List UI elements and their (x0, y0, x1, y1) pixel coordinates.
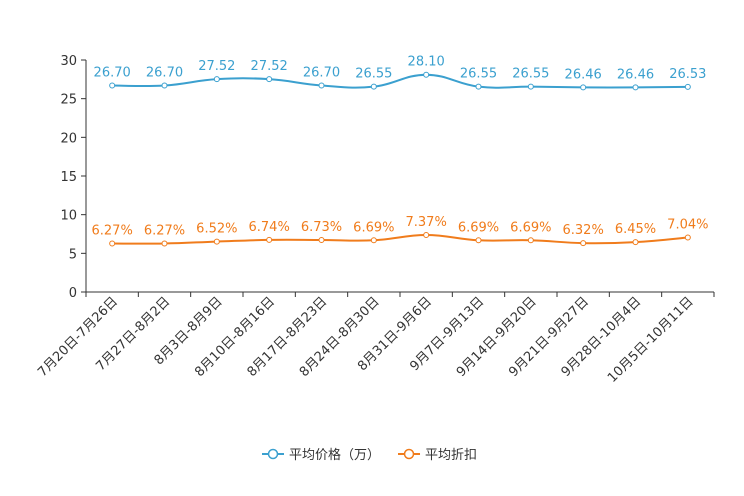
data-label: 26.70 (146, 66, 183, 81)
data-label: 7.04% (667, 218, 708, 233)
y-tick-label: 10 (60, 209, 77, 224)
y-tick-label: 25 (60, 93, 77, 108)
legend-item-2[interactable]: 平均折扣 (398, 448, 477, 463)
data-label: 6.69% (458, 220, 499, 235)
data-point (266, 76, 273, 83)
data-point (527, 237, 534, 244)
data-label: 6.52% (196, 222, 237, 237)
data-point (475, 237, 482, 244)
data-label: 26.70 (94, 66, 131, 81)
legend-swatch-marker (403, 448, 415, 460)
data-point (423, 71, 430, 78)
data-label: 26.46 (565, 67, 602, 82)
data-label: 26.53 (669, 67, 706, 82)
y-tick-label: 30 (60, 54, 77, 69)
data-label: 6.69% (353, 220, 394, 235)
data-point (632, 239, 639, 246)
data-label: 6.27% (144, 224, 185, 239)
legend-item-1[interactable]: 平均价格（万） (262, 447, 380, 463)
data-point (213, 76, 220, 83)
data-point (527, 83, 534, 90)
data-point (161, 240, 168, 247)
data-label: 6.32% (563, 223, 604, 238)
series-group: 26.70 26.70 27.52 27.52 26.70 26.55 28.10 26.55… (92, 55, 708, 247)
series-line (112, 234, 688, 245)
data-label: 26.70 (303, 66, 340, 81)
data-point (318, 82, 325, 89)
data-label: 6.69% (510, 220, 551, 235)
data-label: 28.10 (408, 55, 445, 70)
legend-label: 平均折扣 (425, 448, 477, 463)
data-label: 26.55 (355, 67, 392, 82)
data-label: 7.37% (406, 215, 447, 230)
legend[interactable]: 平均价格（万） 平均折扣 (262, 447, 477, 463)
y-tick-label: 15 (60, 170, 77, 185)
data-point (318, 236, 325, 243)
data-label: 6.45% (615, 222, 656, 237)
data-point (109, 82, 116, 89)
data-label: 27.52 (251, 59, 288, 74)
y-tick-label: 20 (60, 131, 77, 146)
data-label: 6.74% (249, 220, 290, 235)
data-point (266, 236, 273, 243)
legend-label: 平均价格（万） (289, 447, 380, 463)
data-point (109, 240, 116, 247)
data-label: 6.73% (301, 220, 342, 235)
y-tick-label: 0 (69, 286, 77, 301)
series-1: 26.70 26.70 27.52 27.52 26.70 26.55 28.10 26.55… (94, 55, 706, 91)
y-tick-label: 5 (69, 247, 77, 262)
series-line (112, 73, 688, 89)
data-point (684, 234, 691, 241)
data-point (161, 82, 168, 89)
data-point (580, 84, 587, 91)
data-label: 27.52 (198, 59, 235, 74)
data-point (213, 238, 220, 245)
data-point (580, 240, 587, 247)
data-label: 26.55 (460, 67, 497, 82)
data-point (370, 83, 377, 90)
data-point (684, 83, 691, 90)
data-label: 6.27% (92, 224, 133, 239)
data-point (475, 83, 482, 90)
data-label: 26.46 (617, 67, 654, 82)
series-2: 6.27% 6.27% 6.52% 6.74% 6.73% 6.69% 7.37% 6.69%… (92, 215, 708, 247)
data-point (632, 84, 639, 91)
data-point (370, 237, 377, 244)
data-label: 26.55 (512, 67, 549, 82)
legend-swatch-marker (267, 448, 279, 460)
data-point (423, 232, 430, 239)
